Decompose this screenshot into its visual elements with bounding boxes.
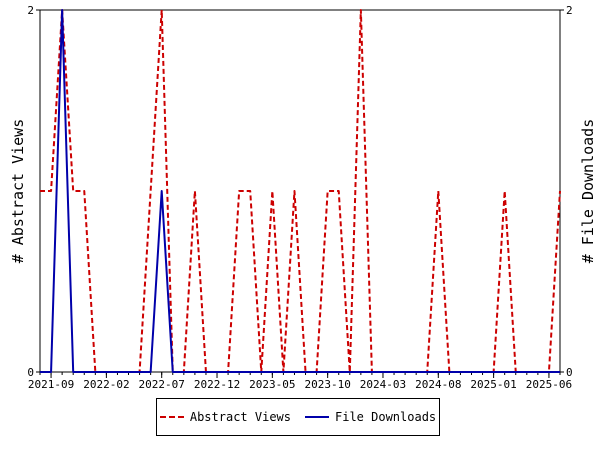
legend-item-abstract-views: Abstract Views [159,410,291,424]
y-axis-label-right: # File Downloads [579,118,597,264]
x-tick-label: 2022-02 [83,378,129,391]
legend-label-abstract-views: Abstract Views [189,410,291,424]
series-line-file-downloads [40,9,560,373]
legend: Abstract Views File Downloads [156,398,440,436]
y-axis-label-left: # Abstract Views [9,118,27,264]
x-tick-label: 2022-07 [139,378,185,391]
plot-area [39,9,561,373]
legend-swatch-file-downloads [305,416,329,418]
x-tick-label: 2021-09 [28,378,74,391]
x-tick-label: 2022-12 [194,378,240,391]
labels-layer: 2021-09 2022-02 2022-07 2022-12 2023-05 2023-… [27,4,572,391]
y-tick-label-right: 2 [566,4,573,17]
y-tick-label-right: 0 [566,366,573,379]
series-layer [40,9,561,373]
legend-item-file-downloads: File Downloads [305,410,436,424]
x-tick-label: 2024-03 [360,378,406,391]
y-tick-label-left: 0 [27,366,34,379]
x-tick-label: 2024-08 [415,378,461,391]
legend-label-file-downloads: File Downloads [335,410,437,424]
x-tick-label: 2023-10 [304,378,350,391]
y-tick-label-left: 2 [27,4,34,17]
series-line-abstract-views [40,9,561,373]
x-tick-label: 2025-01 [470,378,516,391]
x-tick-label: 2023-05 [249,378,295,391]
x-tick-label: 2025-06 [526,378,572,391]
legend-swatch-abstract-views [159,416,184,418]
